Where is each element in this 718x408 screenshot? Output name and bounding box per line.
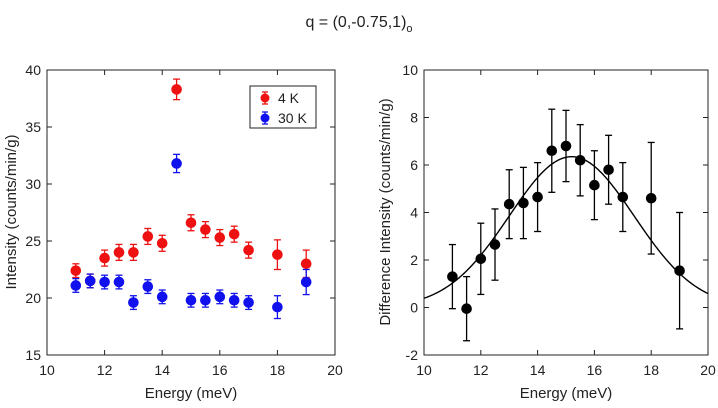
data-point xyxy=(532,191,543,203)
data-point xyxy=(156,291,168,303)
left-chart-marks xyxy=(70,78,312,320)
right-y-tick-label: 4 xyxy=(410,205,418,221)
data-point xyxy=(200,224,211,235)
data-point xyxy=(589,179,600,191)
left-y-tick-label: 35 xyxy=(25,119,41,135)
legend-marker xyxy=(260,113,270,123)
legend-marker xyxy=(260,93,270,103)
left-y-tick-label: 20 xyxy=(25,290,41,306)
data-point xyxy=(243,244,254,256)
data-point xyxy=(300,276,312,288)
data-point xyxy=(185,294,197,306)
data-point xyxy=(489,239,501,250)
left-legend: 4 K 30 K xyxy=(249,85,317,129)
right-x-tick-label: 12 xyxy=(473,362,489,378)
right-chart: -2 0 2 4 6 8 10 10 12 14 16 18 20 Energy (meV) Diff… xyxy=(377,62,716,402)
figure-title: q = (0,-0.75,1)o xyxy=(305,14,412,35)
left-x-tick-label: 12 xyxy=(97,362,113,378)
data-point xyxy=(99,252,110,264)
left-x-tick-label: 10 xyxy=(39,362,55,378)
data-point xyxy=(461,303,472,314)
data-point xyxy=(674,265,685,276)
left-legend-entries: 4 K 30 K xyxy=(260,90,307,126)
data-point xyxy=(142,231,154,242)
data-point xyxy=(214,232,226,243)
data-point xyxy=(447,271,458,282)
right-x-tick-label: 18 xyxy=(643,362,659,378)
left-x-tick-label: 20 xyxy=(327,362,343,378)
right-y-tick-label: 8 xyxy=(410,110,418,126)
right-chart-marks xyxy=(447,108,685,342)
data-point xyxy=(70,280,82,291)
right-y-tick-label: 2 xyxy=(410,252,418,268)
right-x-ticks: 10 12 14 16 18 20 xyxy=(416,70,716,378)
data-point xyxy=(272,249,283,260)
data-point xyxy=(70,265,82,276)
data-point xyxy=(200,294,211,306)
right-y-tick-label: -2 xyxy=(406,347,419,363)
right-x-tick-label: 10 xyxy=(416,362,432,378)
data-point xyxy=(185,217,197,229)
data-point xyxy=(171,158,182,169)
figure-title-main: q = (0,-0.75,1) xyxy=(305,14,406,31)
left-y-tick-label: 15 xyxy=(25,347,41,363)
left-y-ticks: 15 20 25 30 35 40 xyxy=(25,62,335,363)
right-y-tick-label: 0 xyxy=(410,300,418,316)
data-point xyxy=(518,197,529,209)
left-chart: 15 20 25 30 35 40 10 12 14 16 18 20 Energy (meV) I… xyxy=(3,62,343,402)
data-point xyxy=(214,291,226,303)
left-y-tick-label: 40 xyxy=(25,62,41,78)
right-x-tick-label: 16 xyxy=(587,362,603,378)
legend-label: 4 K xyxy=(278,90,300,106)
data-point xyxy=(546,145,558,157)
data-point xyxy=(228,228,240,240)
left-x-axis-label: Energy (meV) xyxy=(145,385,238,402)
data-point xyxy=(243,297,254,308)
data-point xyxy=(113,276,125,288)
left-legend-box xyxy=(249,85,317,129)
data-point xyxy=(156,237,168,249)
left-series-2 xyxy=(70,153,312,320)
right-y-axis-label: Difference Intensity (counts/min/g) xyxy=(377,98,394,325)
right-y-ticks: -2 0 2 4 6 8 10 xyxy=(402,62,708,363)
left-y-axis-label: Intensity (counts/min/g) xyxy=(3,134,20,289)
right-x-tick-label: 14 xyxy=(530,362,546,378)
right-y-tick-label: 6 xyxy=(410,157,418,173)
right-series-1 xyxy=(447,108,685,342)
data-point xyxy=(142,281,154,292)
left-chart-frame xyxy=(46,69,336,356)
left-x-ticks: 10 12 14 16 18 20 xyxy=(39,70,343,378)
figure-title-subscript: o xyxy=(406,23,412,35)
data-point xyxy=(128,297,139,308)
data-point xyxy=(128,247,139,258)
data-point xyxy=(228,294,240,306)
left-x-tick-label: 16 xyxy=(212,362,228,378)
right-x-axis-label: Energy (meV) xyxy=(520,385,613,402)
left-y-tick-label: 25 xyxy=(25,233,41,249)
left-x-tick-label: 18 xyxy=(270,362,286,378)
data-point xyxy=(113,247,125,258)
data-point xyxy=(617,191,629,203)
data-point xyxy=(475,253,487,265)
data-point xyxy=(84,275,96,287)
legend-label: 30 K xyxy=(278,110,307,126)
data-point xyxy=(603,164,614,176)
data-point xyxy=(272,301,283,313)
data-point xyxy=(645,192,657,204)
data-point xyxy=(171,84,182,95)
right-x-tick-label: 20 xyxy=(700,362,716,378)
left-x-tick-label: 14 xyxy=(154,362,170,378)
left-series-1 xyxy=(70,78,312,289)
data-point xyxy=(560,140,572,152)
left-y-tick-label: 30 xyxy=(25,176,41,192)
data-point xyxy=(503,198,515,210)
right-y-tick-label: 10 xyxy=(402,62,418,78)
data-point xyxy=(99,276,110,288)
data-point xyxy=(574,154,586,166)
data-point xyxy=(300,258,312,270)
